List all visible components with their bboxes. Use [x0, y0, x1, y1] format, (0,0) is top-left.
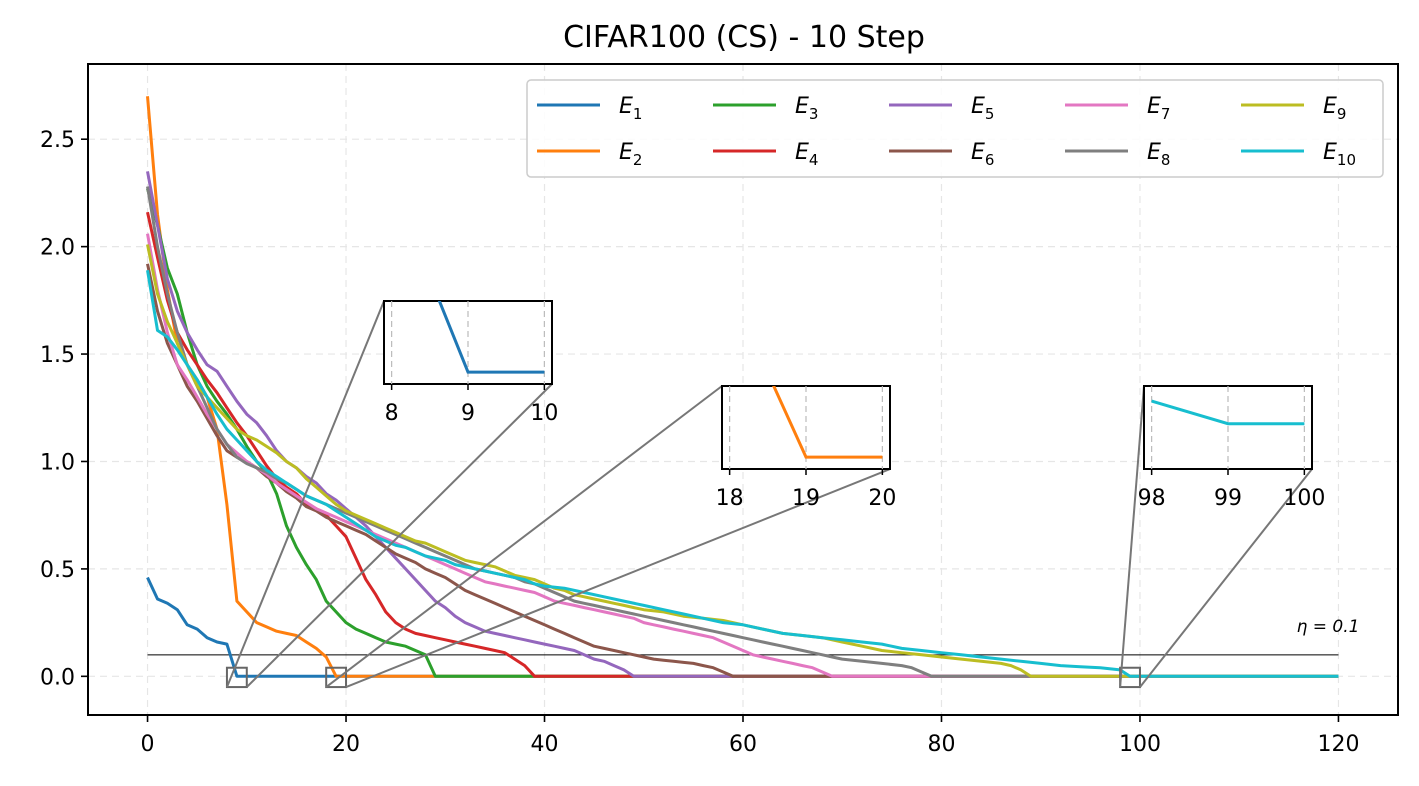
legend-subscript: 6	[985, 151, 995, 169]
zoom-marker-box	[325, 666, 348, 689]
legend-box	[526, 79, 1384, 178]
x-tick-label: 100	[1119, 732, 1161, 757]
inset-3: 98 99 100	[1138, 385, 1325, 511]
inset-series-line	[437, 301, 545, 374]
legend-subscript: 8	[1161, 151, 1171, 169]
zoom-marker-box	[225, 666, 248, 689]
inset-zooms: 8 9 10 18 19 20 98 99 100	[383, 300, 1325, 511]
series-line-e9	[146, 244, 1339, 678]
legend-subscript: 1	[633, 105, 643, 123]
inset-tick-label: 100	[1283, 486, 1325, 511]
legend-subscript: 3	[809, 105, 819, 123]
inset-tick-label: 20	[868, 486, 896, 511]
zoom-connector	[226, 300, 385, 688]
x-axis: 0 20 40 60 80 100 120	[141, 715, 1359, 757]
x-tick-label: 20	[332, 732, 360, 757]
inset-tick-label: 99	[1214, 486, 1242, 511]
inset-tick-label: 9	[461, 401, 475, 426]
y-axis: 0.0 0.5 1.0 1.5 2.0 2.5	[40, 128, 88, 690]
inset-tick-label: 19	[792, 486, 820, 511]
y-tick-label: 0.0	[40, 665, 75, 690]
legend-subscript: 5	[985, 105, 995, 123]
zoom-connector	[325, 385, 723, 688]
series-lines	[146, 96, 1339, 678]
series-line-e1	[146, 576, 1339, 678]
series-line-e10	[146, 270, 1339, 678]
y-tick-label: 2.0	[40, 236, 75, 261]
zoom-connector	[246, 383, 553, 688]
legend-subscript: 4	[809, 151, 819, 169]
x-tick-label: 80	[927, 732, 955, 757]
x-tick-label: 60	[729, 732, 757, 757]
inset-tick-label: 98	[1138, 486, 1166, 511]
zoom-connectors	[225, 300, 1313, 689]
legend-subscript: 10	[1337, 151, 1356, 169]
inset-tick-label: 8	[385, 401, 399, 426]
y-tick-label: 1.0	[40, 450, 75, 475]
x-tick-label: 120	[1317, 732, 1359, 757]
y-tick-label: 0.5	[40, 558, 75, 583]
series-line-e6	[146, 263, 1339, 678]
y-tick-label: 1.5	[40, 343, 75, 368]
inset-series-line	[772, 386, 883, 459]
zoom-connector	[1139, 468, 1313, 688]
zoom-connector	[1119, 385, 1145, 688]
threshold-label: η = 0.1	[1297, 617, 1360, 637]
x-tick-label: 0	[141, 732, 155, 757]
series-line-e4	[146, 211, 1339, 678]
series-line-e5	[146, 171, 1339, 678]
legend-subscript: 7	[1161, 105, 1171, 123]
chart-title: CIFAR100 (CS) - 10 Step	[563, 20, 925, 55]
legend-subscript: 2	[633, 151, 643, 169]
inset-2: 18 19 20	[716, 385, 896, 511]
zoom-connector	[345, 468, 891, 688]
inset-tick-label: 10	[530, 401, 558, 426]
inset-series-line	[1151, 399, 1305, 426]
legend-subscript: 9	[1337, 105, 1347, 123]
inset-1: 8 9 10	[383, 300, 558, 426]
x-tick-label: 40	[531, 732, 559, 757]
y-tick-label: 2.5	[40, 128, 75, 153]
inset-tick-label: 18	[716, 486, 744, 511]
